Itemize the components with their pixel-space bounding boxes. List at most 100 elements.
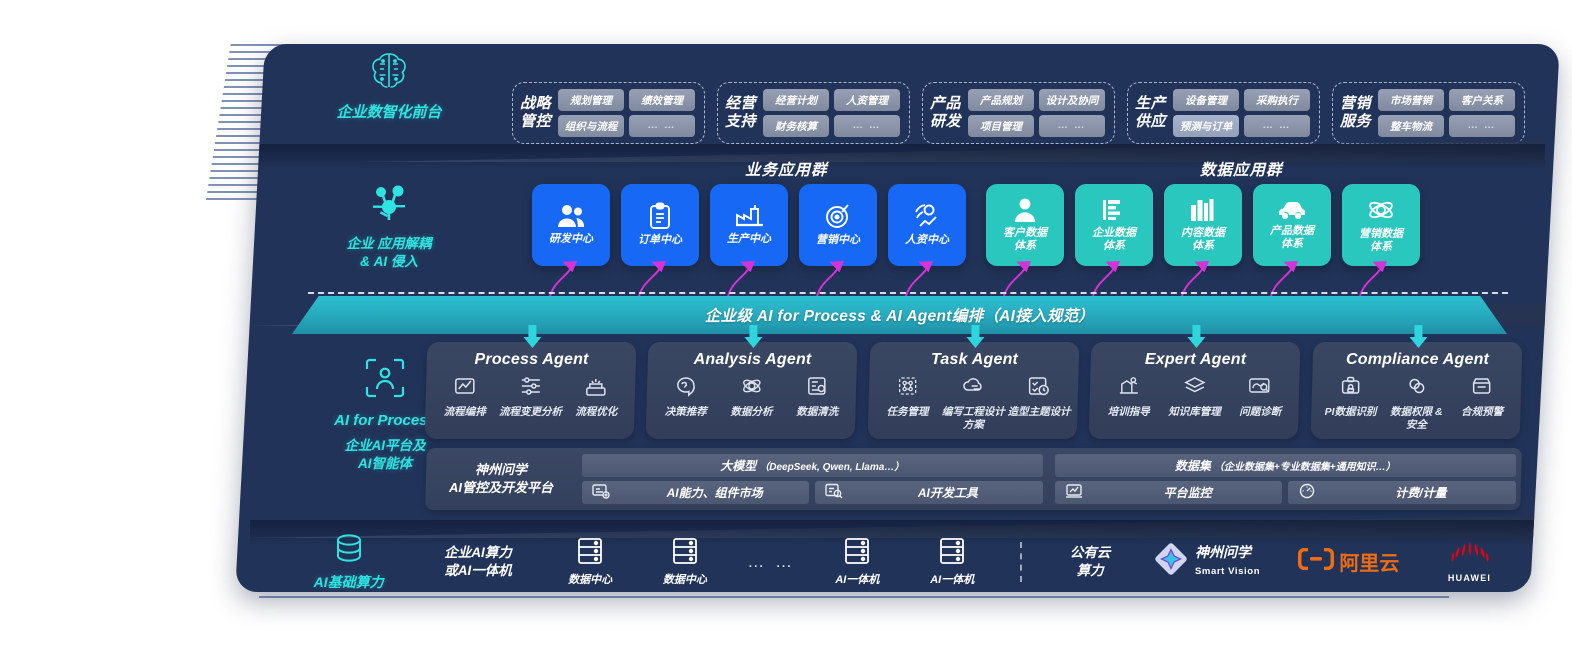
group-tag[interactable]: 市场营销 [1378, 89, 1444, 111]
customer-icon [1013, 197, 1037, 223]
group-title: 经营 支持 [725, 94, 757, 130]
group-tag[interactable]: 采购执行 [1244, 89, 1310, 111]
data-card-marketing[interactable]: 营销数据 体系 [1342, 184, 1420, 266]
agent-feature[interactable]: 流程编排 [432, 375, 497, 419]
down-arrow-icon [1407, 325, 1429, 354]
group-tag-more[interactable]: … … [834, 115, 900, 137]
agent-feature[interactable]: 决策推荐 [654, 375, 719, 419]
agent-title: Expert Agent [1145, 351, 1247, 368]
app-card-rd[interactable]: 研发中心 [532, 184, 610, 266]
building-icon [1101, 197, 1127, 223]
app-card-marketing[interactable]: 营销中心 [799, 184, 877, 266]
logo-name-en: Smart Vision [1195, 565, 1261, 577]
agent-card-compliance[interactable]: Compliance Agent PI数据识别 数据权限 & 安全 合规预警 [1310, 325, 1523, 440]
person-chart-icon [913, 202, 941, 230]
infra-item-datacenter[interactable]: 数据中心 [543, 536, 638, 588]
infra-item-aibox[interactable]: AI一体机 [905, 536, 1000, 588]
tool-component-market[interactable]: AI能力、组件市场 [582, 481, 810, 504]
app-card-production[interactable]: 生产中心 [710, 184, 788, 266]
infra-divider [1000, 541, 1043, 582]
model-bar[interactable]: 大模型 （DeepSeek, Qwen, Llama…） [582, 454, 1043, 477]
group-tag[interactable]: 绩效管理 [629, 89, 695, 111]
app-card-label: 研发中心 [549, 233, 593, 246]
data-app-cards: 客户数据 体系 企业数据 体系 内容数据 体系 产品数据 体系 营销数据 体系 [986, 184, 1420, 266]
agent-feature[interactable]: 造型主题设计 [1006, 375, 1071, 419]
server-icon [575, 536, 605, 571]
agent-feature[interactable]: 知识库管理 [1162, 375, 1227, 419]
group-tag-more[interactable]: … … [1039, 115, 1105, 137]
data-card-enterprise[interactable]: 企业数据 体系 [1075, 184, 1153, 266]
platform-name: 神州问学 AI管控及开发平台 [448, 462, 553, 495]
brain-ai-icon [367, 50, 411, 97]
agent-feature[interactable]: 流程优化 [564, 375, 629, 419]
infra-item-aibox[interactable]: AI一体机 [810, 536, 905, 588]
model-bar-main: 大模型 [720, 459, 757, 473]
agent-feature-label: 培训指导 [1107, 406, 1150, 418]
layers-icon [1184, 375, 1206, 402]
agent-feature[interactable]: 问题诊断 [1228, 375, 1293, 419]
group-tag[interactable]: 组织与流程 [558, 115, 624, 137]
group-tag[interactable]: 人资管理 [834, 89, 900, 111]
tool-dev-tools[interactable]: AI开发工具 [815, 481, 1043, 504]
server-icon [937, 536, 967, 571]
agent-feature[interactable]: 数据清洗 [785, 375, 850, 419]
infra-item-datacenter[interactable]: 数据中心 [638, 536, 733, 588]
group-tag[interactable]: 规划管理 [558, 89, 624, 111]
agent-feature[interactable]: 培训指导 [1096, 375, 1161, 419]
agent-card-process[interactable]: Process Agent 流程编排 流程变更分析 流程优化 [424, 325, 637, 440]
group-tag[interactable]: 项目管理 [968, 115, 1034, 137]
row-aiforprocess-title: AI for Process [334, 412, 436, 429]
infra-left-label-text: AI基础算力 [313, 574, 384, 590]
group-tag[interactable]: 客户关系 [1449, 89, 1515, 111]
group-title: 营销 服务 [1340, 94, 1372, 130]
agent-feature[interactable]: 编写工程设计方案 [941, 375, 1006, 431]
agent-card-analysis[interactable]: Analysis Agent 决策推荐 数据分析 数据清洗 [646, 325, 859, 440]
group-tag-more[interactable]: … … [1449, 115, 1515, 137]
data-card-content[interactable]: 内容数据 体系 [1164, 184, 1242, 266]
model-bar-sub: （DeepSeek, Qwen, Llama…） [759, 462, 905, 473]
data-card-product[interactable]: 产品数据 体系 [1253, 184, 1331, 266]
app-card-order[interactable]: 订单中心 [621, 184, 699, 266]
agent-feature[interactable]: 合规预警 [1449, 375, 1514, 419]
ops-monitor[interactable]: 平台监控 [1054, 481, 1282, 504]
down-arrow-icon [1185, 325, 1207, 354]
logo-aliyun[interactable]: 阿里云 [1276, 547, 1423, 576]
agent-card-expert[interactable]: Expert Agent 培训指导 知识库管理 问题诊断 [1088, 325, 1301, 440]
data-card-customer[interactable]: 客户数据 体系 [986, 184, 1064, 266]
users-icon [556, 203, 586, 229]
agent-feature[interactable]: 任务管理 [875, 375, 940, 419]
group-tag[interactable]: 设备管理 [1173, 89, 1239, 111]
group-tag-more[interactable]: … … [1244, 115, 1310, 137]
strategy-group: 经营 支持 经营计划 人资管理 财务核算 … … [717, 82, 910, 144]
group-tag[interactable]: 预测与订单 [1173, 115, 1239, 137]
dataset-bar[interactable]: 数据集 （企业数据集+专业数据集+通用知识…） [1054, 454, 1515, 477]
group-tag[interactable]: 经营计划 [763, 89, 829, 111]
group-tag[interactable]: 产品规划 [968, 89, 1034, 111]
group-tag[interactable]: 整车物流 [1378, 115, 1444, 137]
group-tag-more[interactable]: … … [629, 115, 695, 137]
agent-feature-label: 造型主题设计 [1007, 406, 1071, 418]
agent-feature-label: 数据清洗 [796, 406, 839, 418]
ai-person-scan-icon [363, 356, 407, 405]
group-tag[interactable]: 设计及协同 [1039, 89, 1105, 111]
atom-icon [1367, 196, 1395, 224]
logo-huawei[interactable]: HUAWEI [1422, 540, 1517, 583]
pi-data-icon [1339, 375, 1361, 402]
agent-title: Compliance Agent [1345, 351, 1489, 368]
agent-feature[interactable]: 数据权限 & 安全 [1383, 375, 1448, 431]
row-frontend: 企业数智化前台 战略 管控 规划管理 绩效管理 组织与流程 … … 经营 支持 … [250, 44, 1545, 170]
row-decouple-label: 企业 应用解耦 & AI 侵入 [284, 184, 494, 271]
training-icon [1118, 375, 1140, 402]
app-card-hr[interactable]: 人资中心 [888, 184, 966, 266]
logo-shenzhou-wenxue[interactable]: 神州问学 Smart Vision [1138, 541, 1276, 582]
agent-feature[interactable]: PI数据识别 [1318, 375, 1383, 419]
agent-feature[interactable]: 流程变更分析 [498, 375, 563, 419]
group-tag[interactable]: 财务核算 [763, 115, 829, 137]
factory-icon [734, 203, 764, 229]
agent-feature[interactable]: 数据分析 [719, 375, 784, 419]
logo-name-cn: 神州问学 [1195, 543, 1251, 560]
agent-card-task[interactable]: Task Agent 任务管理 编写工程设计方案 造型主题设计 [867, 325, 1080, 440]
agent-title: Task Agent [930, 351, 1018, 368]
permission-icon [1405, 375, 1427, 402]
ops-billing[interactable]: 计费/计量 [1287, 481, 1515, 504]
